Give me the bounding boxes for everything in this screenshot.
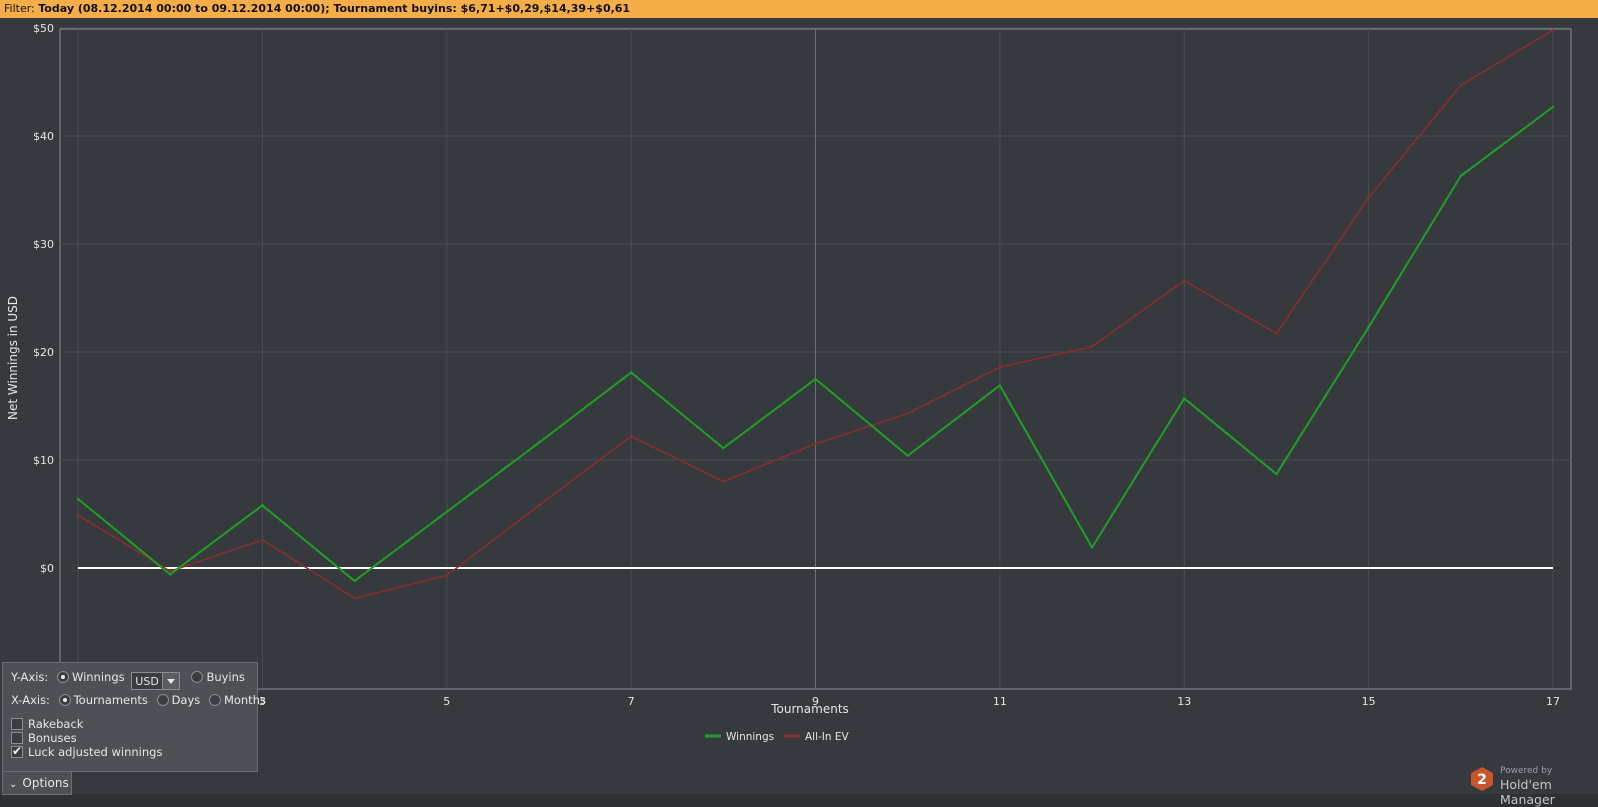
x-axis-row: X-Axis: Tournaments Days Months [11,692,266,708]
luck-adjusted-checkbox[interactable] [11,743,23,759]
data-point [906,412,909,415]
logo-number: 2 [1477,772,1487,788]
options-toggle-button[interactable]: ⌄ Options [2,771,72,795]
data-point [814,442,817,445]
data-point [1459,174,1463,178]
powered-by-text: Powered by [1500,766,1553,776]
y-axis-row: Y-Axis: Winnings USD Buyins [11,669,245,690]
rakeback-checkbox[interactable] [11,718,23,730]
buyins-radio[interactable] [191,671,204,683]
y-tick-label: $20 [33,346,54,359]
data-point [814,377,817,381]
x-tick-label: 5 [443,695,450,708]
brand-logo: 2 Powered by Hold'em Manager [1470,764,1598,807]
filter-label: Filter: [4,2,39,15]
winnings-chart: $0$10$20$30$40$501357911131517 Net Winni… [6,22,1572,743]
data-point [1367,196,1370,199]
data-point [76,513,80,517]
x-tick-label: 3 [259,695,266,708]
rakeback-label[interactable]: Rakeback [28,717,84,731]
brand-name: Hold'em Manager [1500,777,1555,807]
x-tick-label: 9 [812,695,819,708]
days-radio-label[interactable]: Days [171,693,201,707]
data-point [1275,332,1278,335]
currency-select[interactable]: USD [131,672,180,690]
x-tick-label: 11 [993,695,1007,708]
data-point [998,384,1002,387]
days-radio[interactable] [156,694,169,706]
data-point [353,579,356,583]
legend-label: Winnings [726,731,774,743]
data-point [1090,546,1094,549]
buyins-radio-label[interactable]: Buyins [206,670,245,684]
data-point [1459,84,1463,87]
chart-legend: Winnings All-In EV [705,731,850,743]
x-tick-label: 7 [628,695,635,708]
data-point [1551,28,1555,32]
x-tick-label: 17 [1546,695,1560,708]
data-point [1551,105,1555,109]
x-axis-label: X-Axis: [11,693,50,707]
data-point [168,570,172,573]
filter-text: Today (08.12.2014 00:00 to 09.12.2014 00… [38,2,631,15]
winnings-radio-label[interactable]: Winnings [71,670,125,684]
data-point [998,365,1002,369]
legend-label: All-In EV [805,731,850,743]
tournaments-radio-label[interactable]: Tournaments [73,693,148,707]
tournaments-radio[interactable] [58,694,71,706]
winnings-radio[interactable] [56,671,69,683]
months-radio[interactable] [208,694,221,706]
months-radio-label[interactable]: Months [223,693,266,707]
data-point [537,441,541,444]
data-point [353,597,356,600]
data-point [445,510,448,514]
chevron-down-icon: ⌄ [9,779,18,790]
y-tick-label: $0 [40,562,54,575]
luck-row: Luck adjusted winnings [11,743,163,760]
data-point [629,435,633,438]
data-point [76,497,80,501]
currency-value: USD [135,675,159,688]
y-tick-label: $30 [33,238,54,251]
y-tick-label: $50 [33,22,54,35]
y-axis-label: Y-Axis: [11,670,49,684]
options-button-label: Options [22,776,69,790]
data-point [537,504,541,507]
hem-logo-icon: 2 [1471,767,1493,791]
data-point [1367,325,1370,329]
chevron-down-icon[interactable] [161,673,179,689]
data-point [1183,279,1186,282]
bonuses-label[interactable]: Bonuses [28,731,77,745]
data-point [445,574,448,577]
data-point [722,480,725,483]
data-point [906,454,909,457]
data-point [261,504,264,507]
data-point [722,446,725,450]
x-tick-label: 13 [1177,695,1191,708]
data-point [261,538,264,542]
y-tick-label: $40 [33,130,54,143]
chart-area: $0$10$20$30$40$501357911131517 Net Winni… [0,18,1598,794]
data-point [168,573,172,576]
data-point [1275,472,1278,476]
x-axis-title: Tournaments [770,702,849,716]
x-tick-label: 15 [1362,695,1376,708]
y-axis-title: Net Winnings in USD [6,296,20,420]
data-point [629,371,633,374]
data-point [1090,345,1094,348]
filter-bar: Filter: Today (08.12.2014 00:00 to 09.12… [0,0,1598,18]
data-point [1183,397,1186,400]
luck-adjusted-label[interactable]: Luck adjusted winnings [28,745,163,759]
rakeback-row: Rakeback [11,716,83,732]
y-tick-label: $10 [33,454,54,467]
options-panel: Y-Axis: Winnings USD Buyins X-Axis: Tour… [2,662,266,772]
